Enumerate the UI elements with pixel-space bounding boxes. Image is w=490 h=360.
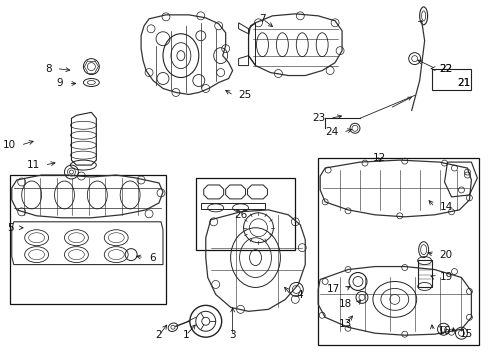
Text: 9: 9	[57, 78, 64, 89]
Text: 6: 6	[149, 253, 156, 262]
Text: 26: 26	[234, 210, 247, 220]
Text: 10: 10	[2, 140, 16, 150]
Text: 20: 20	[440, 249, 453, 260]
Bar	[196, 178, 295, 249]
Text: 17: 17	[327, 284, 340, 294]
Text: 14: 14	[440, 202, 453, 212]
Text: 24: 24	[325, 127, 338, 137]
Text: 18: 18	[339, 300, 352, 309]
Bar	[417, 260, 432, 287]
Bar	[432, 68, 471, 90]
Text: 19: 19	[440, 273, 453, 283]
Text: 13: 13	[339, 319, 352, 329]
Text: 15: 15	[460, 329, 473, 339]
Text: 3: 3	[229, 330, 236, 340]
Text: 21: 21	[458, 77, 471, 87]
Text: 11: 11	[26, 160, 40, 170]
Bar	[201, 203, 266, 209]
Text: 8: 8	[45, 64, 51, 73]
Text: 21: 21	[458, 77, 471, 87]
Text: 4: 4	[296, 291, 303, 300]
Text: 22: 22	[440, 64, 453, 73]
Text: 16: 16	[438, 326, 451, 336]
Text: 25: 25	[239, 90, 252, 100]
Text: 1: 1	[183, 330, 189, 340]
Text: 12: 12	[373, 153, 387, 163]
Bar	[10, 175, 166, 304]
Text: 2: 2	[156, 330, 162, 340]
Text: 23: 23	[312, 113, 325, 123]
Text: 22: 22	[440, 64, 453, 73]
Text: 5: 5	[7, 223, 14, 233]
Text: 7: 7	[259, 14, 266, 24]
Bar	[318, 158, 479, 345]
